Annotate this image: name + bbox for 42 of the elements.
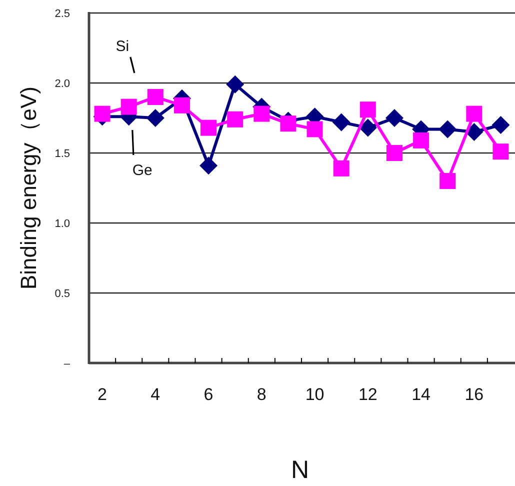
point	[440, 173, 456, 189]
x-tick-label: 14	[412, 385, 430, 404]
point	[333, 160, 350, 176]
point	[466, 106, 482, 122]
y-tick-label: –	[64, 358, 71, 370]
x-tick-label: 6	[204, 385, 214, 404]
point	[492, 144, 509, 160]
point	[200, 120, 217, 136]
y-tick-label: 1.5	[54, 148, 70, 160]
y-tick-label: 2.5	[54, 8, 70, 20]
point	[120, 98, 137, 115]
text: Si	[116, 38, 130, 55]
point	[332, 113, 350, 132]
point	[492, 116, 510, 134]
point	[254, 106, 270, 122]
point	[306, 121, 323, 138]
point	[94, 106, 110, 122]
point	[438, 120, 457, 138]
x-tick-label: 10	[305, 385, 324, 404]
y-tick-label: 2.0	[54, 78, 70, 90]
x-axis-title: N	[290, 456, 310, 484]
x-tick-label: 16	[464, 385, 484, 404]
point	[360, 102, 376, 118]
y-axis-title: Binding energy（eV)	[16, 86, 41, 290]
point	[386, 145, 402, 161]
point	[227, 111, 244, 128]
x-tick-label: 8	[256, 385, 266, 404]
x-tick-label: 4	[150, 385, 160, 404]
point	[385, 109, 404, 127]
point	[200, 156, 218, 175]
point	[280, 116, 296, 132]
point	[146, 109, 164, 127]
x-tick-label: 2	[98, 385, 108, 404]
point	[226, 75, 244, 94]
y-tick-label: 1.0	[54, 218, 70, 230]
text: Ge	[132, 162, 152, 179]
point	[413, 132, 430, 148]
point	[174, 97, 190, 114]
point	[358, 118, 377, 137]
point	[147, 89, 164, 105]
x-tick-label: 12	[358, 385, 378, 404]
y-tick-label: 0.5	[54, 288, 70, 300]
